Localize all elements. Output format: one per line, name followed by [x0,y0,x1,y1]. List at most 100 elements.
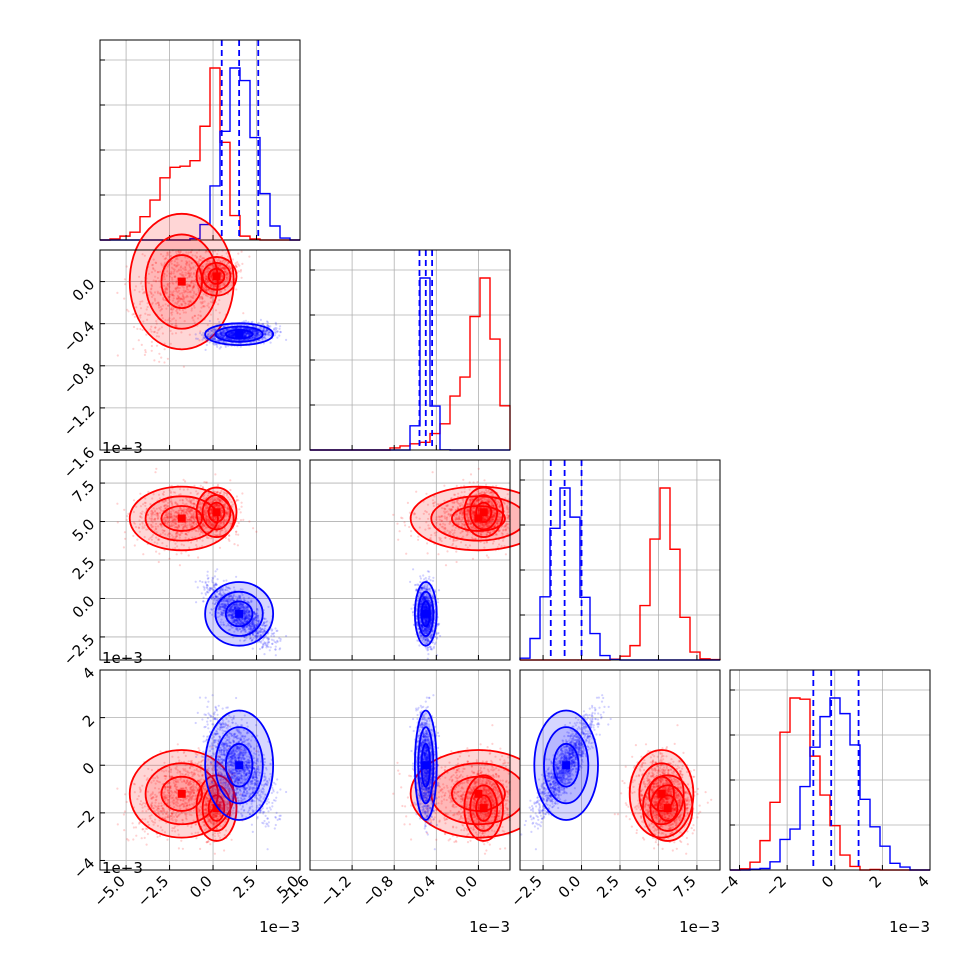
sample-point [242,312,245,315]
sample-point [235,495,238,498]
sample-point [186,261,189,265]
sample-point [159,305,162,308]
sample-point [167,304,170,307]
sample-point [239,270,242,273]
sample-point [273,328,276,331]
sample-point [270,634,273,638]
sample-point [193,306,196,309]
sample-point [205,343,208,347]
sample-point [237,499,240,502]
sample-point [176,301,179,304]
sample-point [218,320,221,324]
sample-point [219,259,222,263]
sample-point [205,274,208,278]
panel-background [100,250,300,450]
sample-point [179,251,182,254]
sample-point [203,300,206,303]
sample-point [279,325,282,328]
sample-point [206,574,209,577]
sample-point [207,288,210,291]
sample-point [166,283,169,286]
sample-point [235,575,238,578]
sample-point [255,530,258,533]
sample-point [158,360,161,363]
sample-point [206,295,209,298]
sample-point [194,254,197,257]
sample-point [150,349,153,352]
sample-point [239,268,243,272]
sample-point [269,341,272,344]
sample-point [213,270,217,273]
sample-point [242,518,245,522]
sample-point [208,267,211,270]
sample-point [218,347,221,350]
sample-point [139,282,142,285]
density-peak [235,330,244,339]
sample-point [132,499,136,502]
sample-point [164,290,167,293]
density-peak [212,272,221,281]
sample-point [144,349,147,352]
sample-point [230,270,233,273]
sample-point [195,601,198,604]
sample-point [170,266,174,269]
sample-point [266,321,269,324]
sample-point [225,274,228,277]
sample-point [222,281,225,284]
sample-point [132,325,136,329]
sample-point [200,302,203,305]
sample-point [216,345,219,348]
sample-point [224,345,227,348]
sample-point [188,274,191,277]
sample-point [132,347,135,350]
y-offset-label: 1e−3 [102,439,143,457]
sample-point [139,327,142,331]
sample-point [274,330,277,333]
sample-point [259,318,262,321]
sample-point [190,309,193,312]
panel-2-0: −2.50.02.55.07.51e−3 [60,459,301,669]
sample-point [174,287,177,291]
sample-point [122,546,125,549]
sample-point [173,275,176,278]
sample-point [180,331,183,334]
sample-point [271,642,274,646]
sample-point [217,258,220,262]
sample-point [235,288,238,291]
sample-point [154,299,157,302]
sample-point [136,327,139,330]
sample-point [132,534,135,538]
sample-point [205,260,209,263]
sample-point [123,297,126,300]
sample-point [242,320,246,323]
sample-point [116,291,119,294]
sample-point [201,296,204,300]
y-tick-label: −0.8 [60,359,98,397]
sample-point [155,467,158,470]
sample-point [211,291,214,294]
sample-point [125,518,128,522]
sample-point [155,344,159,347]
sample-point [190,276,193,279]
sample-point [236,525,239,528]
sample-point [182,478,185,481]
sample-point [226,273,229,276]
sample-point [199,330,202,333]
sample-point [124,537,127,540]
sample-point [203,588,206,591]
y-tick-label: −1.2 [60,402,98,440]
sample-point [241,262,244,265]
sample-point [199,484,202,487]
sample-point [240,505,243,508]
sample-point [229,488,232,492]
sample-point [200,592,203,595]
sample-point [205,279,208,282]
sample-point [116,521,119,524]
sample-point [205,281,208,284]
sample-point [153,359,156,362]
sample-point [212,285,215,288]
sample-point [202,335,205,338]
sample-point [238,264,241,267]
sample-point [274,654,277,657]
sample-point [159,293,162,297]
